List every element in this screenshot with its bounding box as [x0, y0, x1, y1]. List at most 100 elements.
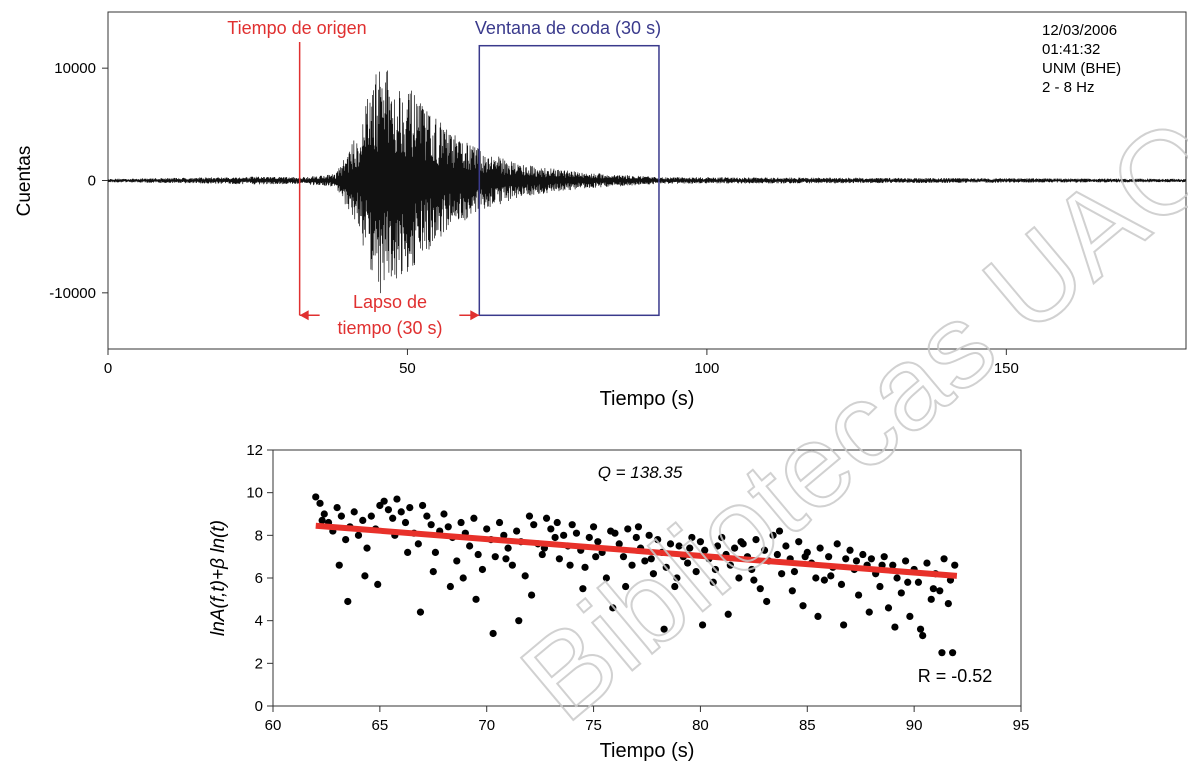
data-point — [825, 553, 833, 561]
scatter-x-tick-label: 65 — [372, 717, 389, 734]
info-time: 01:41:32 — [1042, 41, 1100, 58]
data-point — [354, 531, 363, 539]
data-point — [671, 582, 679, 591]
scatter-y-tick-label: 6 — [255, 570, 263, 587]
data-point — [384, 506, 393, 514]
seismogram-trace — [107, 70, 1187, 294]
data-point — [735, 574, 743, 582]
data-point — [927, 595, 935, 603]
data-point — [737, 538, 745, 546]
scatter-y-tick-label: 4 — [255, 613, 263, 630]
data-point — [951, 561, 959, 569]
data-point — [840, 621, 848, 629]
data-point — [788, 587, 796, 595]
data-point — [513, 527, 521, 535]
data-point — [904, 578, 912, 586]
data-point — [795, 538, 803, 546]
data-point — [763, 597, 771, 606]
scatter-axes: 60 65 70 75 80 85 90 95 0 2 4 6 8 10 12 — [246, 442, 1029, 734]
data-point — [760, 546, 769, 554]
data-point — [773, 550, 781, 559]
data-point — [914, 578, 923, 586]
data-point — [568, 521, 576, 529]
data-point — [641, 557, 649, 565]
data-point — [474, 550, 482, 559]
data-point — [389, 514, 397, 522]
data-point — [579, 585, 587, 593]
data-point — [634, 523, 643, 531]
data-point — [782, 542, 790, 550]
data-point — [628, 561, 636, 569]
data-point — [359, 516, 367, 525]
data-point — [342, 536, 350, 544]
data-point — [622, 582, 630, 591]
data-point — [361, 572, 369, 580]
data-point — [769, 531, 777, 539]
data-point — [852, 557, 861, 565]
data-point — [427, 521, 435, 529]
data-point — [611, 529, 619, 537]
data-point — [701, 546, 709, 554]
data-point — [731, 544, 739, 552]
seismogram-axes: 0 50 100 150 -10000 0 10000 — [49, 60, 1019, 377]
data-point — [654, 536, 662, 544]
data-point — [459, 574, 467, 582]
data-point — [572, 529, 581, 537]
data-point — [581, 563, 589, 571]
scatter-y-tick-label: 2 — [255, 655, 263, 672]
data-point — [320, 510, 328, 518]
lapse-arrow-left-head — [299, 310, 309, 321]
data-point — [820, 576, 828, 584]
r-value-label: R = -0.52 — [918, 666, 993, 686]
data-point — [624, 525, 632, 533]
data-point — [466, 542, 474, 550]
data-point — [551, 533, 559, 542]
data-point — [916, 625, 925, 633]
data-point — [660, 625, 668, 633]
data-point — [401, 518, 410, 527]
data-point — [865, 608, 873, 616]
seismogram-x-tick-label: 100 — [694, 360, 719, 377]
data-point — [380, 497, 388, 505]
data-point — [350, 508, 358, 516]
scatter-x-axis-label: Tiempo (s) — [600, 740, 695, 762]
data-point — [778, 570, 786, 578]
data-point — [675, 542, 683, 550]
data-point — [483, 525, 491, 533]
seismogram-y-axis-label: Cuentas — [14, 146, 35, 217]
q-value-label: Q = 138.35 — [598, 463, 683, 482]
data-point — [748, 565, 756, 574]
data-point — [429, 568, 437, 576]
data-point — [538, 550, 546, 559]
data-point — [724, 610, 732, 618]
seismogram-x-tick-label: 50 — [399, 360, 416, 377]
data-point — [940, 555, 948, 563]
data-point — [585, 533, 593, 542]
seismogram-waveform — [107, 70, 1187, 294]
data-point — [929, 585, 937, 593]
data-point — [893, 574, 901, 582]
data-point — [688, 533, 696, 542]
data-point — [880, 553, 888, 561]
seismogram-y-tick-label: 0 — [88, 173, 96, 190]
data-point — [470, 514, 478, 522]
data-point — [632, 533, 640, 542]
data-point — [419, 501, 427, 510]
data-point — [842, 555, 850, 563]
data-point — [801, 553, 809, 561]
data-point — [750, 576, 758, 584]
data-point — [827, 572, 835, 580]
data-point — [489, 629, 497, 638]
data-point — [718, 533, 726, 542]
lapse-label-line1: Lapso de — [353, 292, 427, 312]
data-point — [547, 525, 555, 533]
data-point — [457, 518, 465, 527]
scatter-x-tick-label: 70 — [478, 717, 495, 734]
data-point — [393, 495, 401, 503]
data-point — [406, 504, 414, 512]
coda-scatter-chart: 60 65 70 75 80 85 90 95 0 2 4 6 8 10 12 Q = 138.35 R =… — [208, 442, 1029, 762]
data-point — [363, 544, 371, 552]
coda-window-label: Ventana de coda (30 s) — [475, 18, 661, 38]
data-point — [647, 555, 655, 563]
data-point — [404, 548, 412, 557]
